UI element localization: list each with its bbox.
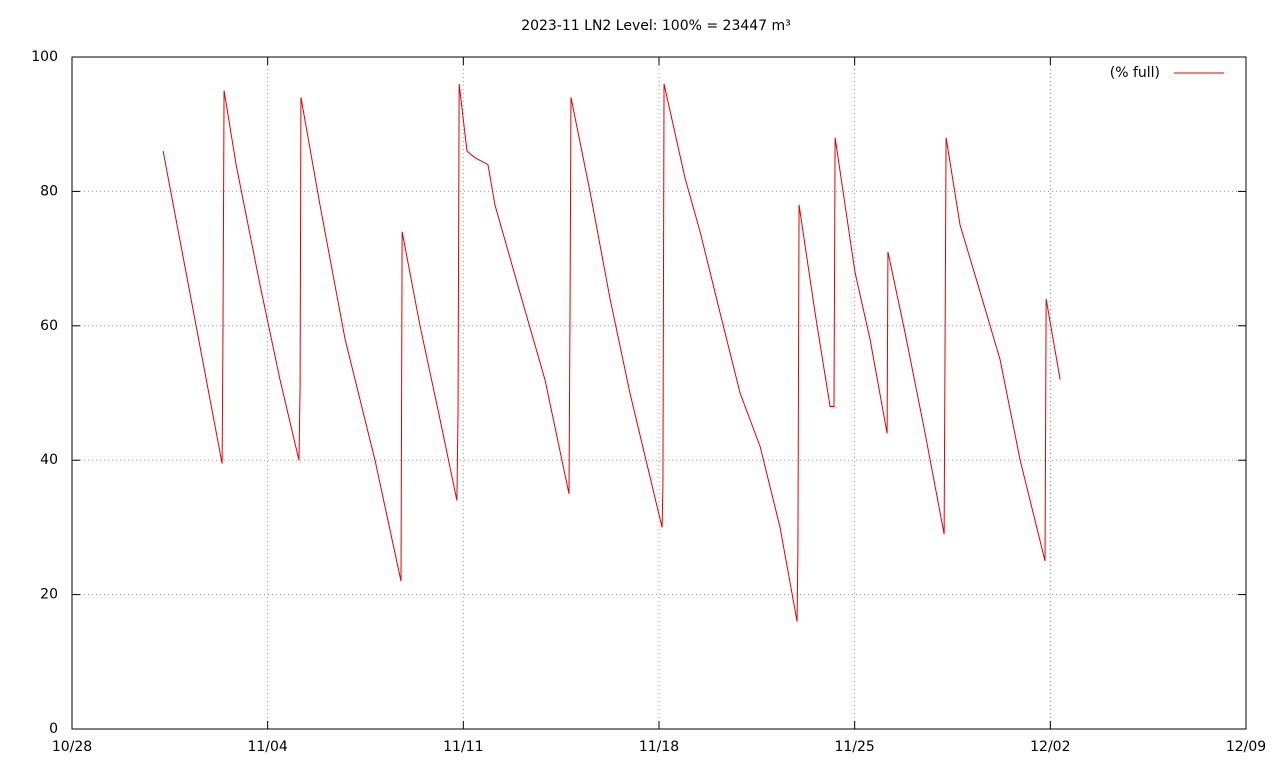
legend-label: (% full) xyxy=(1110,65,1160,81)
x-tick-label: 11/18 xyxy=(639,739,679,755)
y-tick-label: 80 xyxy=(40,183,58,199)
chart-title: 2023-11 LN2 Level: 100% = 23447 m³ xyxy=(521,18,791,34)
y-tick-label: 60 xyxy=(40,318,58,334)
x-tick-label: 11/11 xyxy=(443,739,483,755)
x-tick-label: 12/02 xyxy=(1030,739,1070,755)
x-tick-label: 12/09 xyxy=(1226,739,1266,755)
x-tick-label: 11/04 xyxy=(247,739,287,755)
data-line xyxy=(162,83,1061,622)
x-tick-label: 10/28 xyxy=(52,739,92,755)
y-tick-label: 20 xyxy=(40,587,58,603)
y-tick-label: 100 xyxy=(31,49,58,65)
x-tick-label: 11/25 xyxy=(834,739,874,755)
y-tick-label: 0 xyxy=(49,721,58,737)
y-tick-label: 40 xyxy=(40,452,58,468)
